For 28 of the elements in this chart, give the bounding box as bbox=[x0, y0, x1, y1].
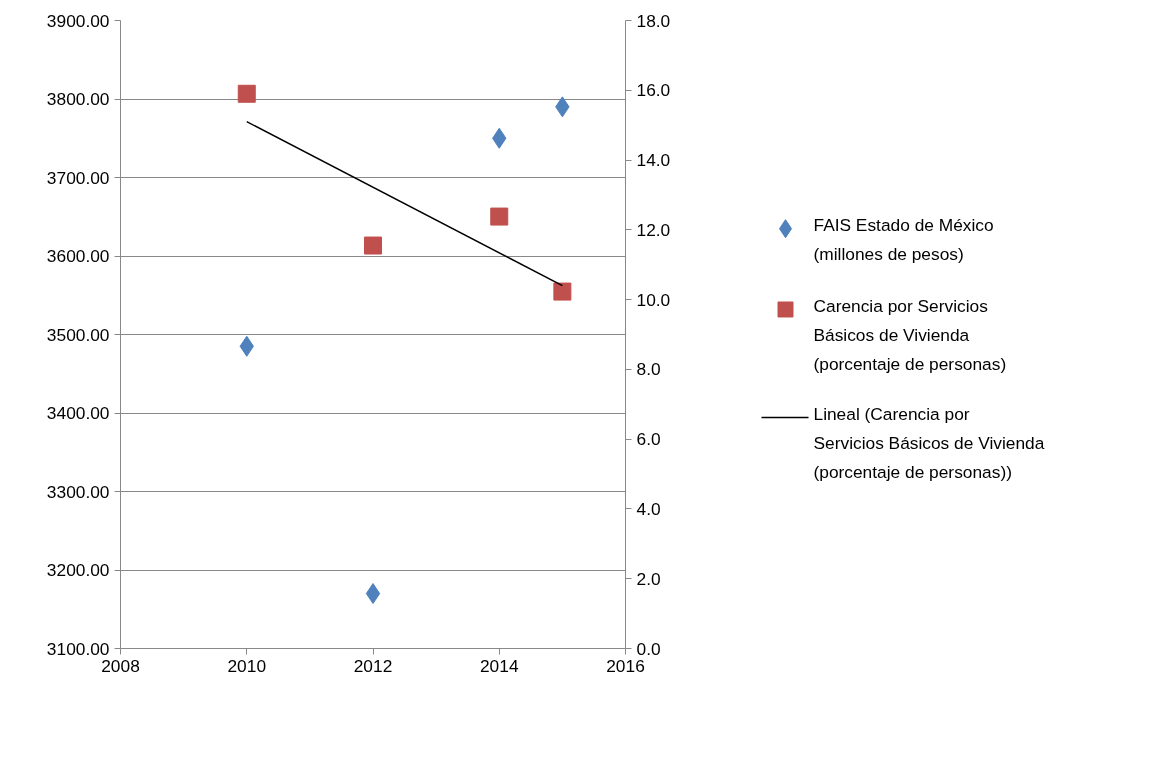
point bbox=[490, 207, 509, 226]
y2-tick-label: 8.0 bbox=[636, 359, 661, 380]
y-tick-label: 3300.00 bbox=[46, 481, 110, 502]
y2-tick-label: 4.0 bbox=[636, 498, 661, 519]
y2-tick-label: 18.0 bbox=[636, 10, 671, 31]
y2-tick-label: 14.0 bbox=[636, 150, 671, 171]
legend-label: Carencia por Servicios Básicos de Vivienda (porcentaje de personas) bbox=[813, 295, 1007, 374]
y-tick-label: 3800.00 bbox=[46, 89, 110, 109]
y-tick-label: 3500.00 bbox=[46, 324, 110, 345]
legend-label: Lineal (Carencia por Servicios Básicos de Vivienda (porcentaje de personas)) bbox=[813, 403, 1045, 482]
y2-tick-label: 2.0 bbox=[636, 568, 661, 589]
point bbox=[365, 583, 381, 605]
x-tick-label: 2014 bbox=[479, 655, 519, 676]
x-tick-label: 2010 bbox=[227, 655, 267, 676]
point bbox=[364, 236, 382, 255]
y-tick-label: 3600.00 bbox=[46, 246, 110, 266]
legend-label: FAIS Estado de México (millones de pesos) bbox=[813, 215, 994, 265]
y2-tick-label: 12.0 bbox=[636, 219, 671, 240]
y2-tick-label: 16.0 bbox=[636, 80, 671, 101]
x-tick-label: 2012 bbox=[353, 655, 393, 676]
y2-tick-label: 6.0 bbox=[636, 429, 661, 450]
y-tick-label: 3200.00 bbox=[46, 560, 110, 580]
y-tick-label: 3900.00 bbox=[46, 10, 110, 31]
y2-tick-label: 10.0 bbox=[636, 289, 671, 310]
y-tick-label: 3700.00 bbox=[46, 167, 110, 188]
point bbox=[553, 282, 572, 301]
point bbox=[237, 84, 256, 103]
y-tick-label: 3400.00 bbox=[46, 403, 110, 423]
